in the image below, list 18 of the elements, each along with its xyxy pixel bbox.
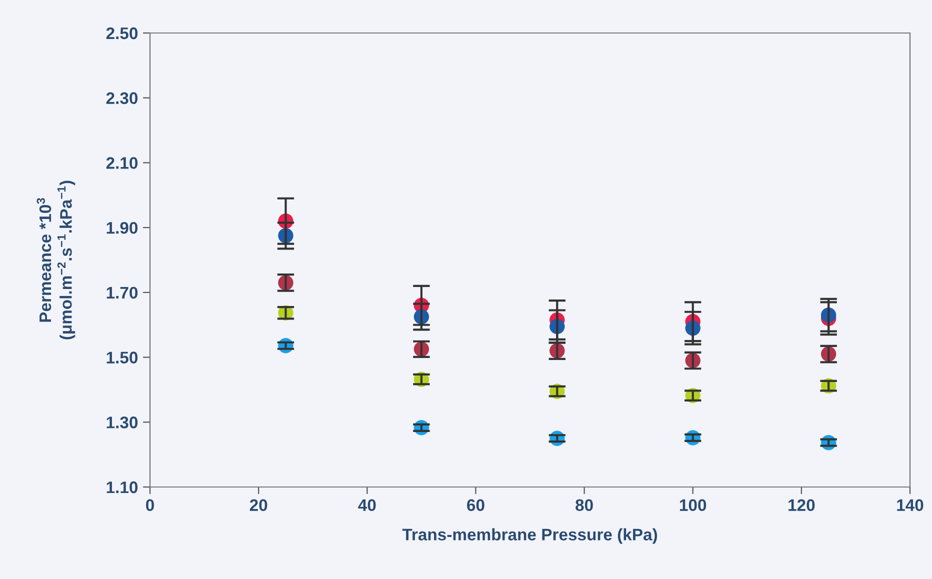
x-tick-label: 120 (788, 499, 815, 512)
y-tick-label: 2.50 (106, 27, 138, 40)
x-tick-label: 140 (897, 499, 924, 512)
x-axis-title: Trans-membrane Pressure (kPa) (402, 528, 658, 544)
x-tick-label: 20 (250, 499, 268, 512)
x-tick-label: 40 (358, 499, 376, 512)
x-tick-label: 60 (467, 499, 484, 512)
y-tick-label: 1.50 (106, 352, 138, 364)
text: Permeance *10$^{3}$ (μmol.m$^{−2}$.s$^{−1}$.kPa$^{−1}$) (36, 180, 76, 340)
x-tick-label: 100 (680, 499, 706, 512)
y-tick-label: 1.90 (106, 222, 138, 234)
y-tick-label: 2.30 (106, 92, 138, 104)
y-tick-label: 1.70 (106, 286, 138, 299)
x-tick-label: 80 (576, 499, 593, 512)
y-tick-label: 1.30 (106, 416, 138, 428)
x-tick-label: 0 (146, 499, 154, 512)
y-tick-label: 2.10 (106, 157, 138, 169)
y-tick-label: 1.10 (106, 481, 138, 494)
